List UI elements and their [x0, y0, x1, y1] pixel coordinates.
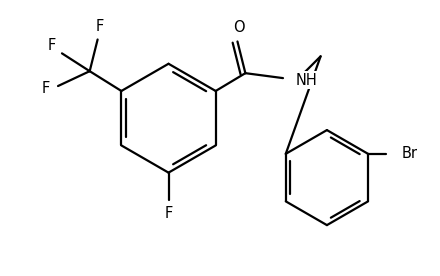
Text: F: F: [165, 206, 172, 221]
Text: O: O: [234, 20, 245, 35]
Text: NH: NH: [296, 73, 318, 87]
Text: F: F: [48, 38, 56, 53]
Text: F: F: [95, 19, 104, 34]
Text: F: F: [42, 81, 50, 95]
Text: Br: Br: [402, 146, 418, 161]
